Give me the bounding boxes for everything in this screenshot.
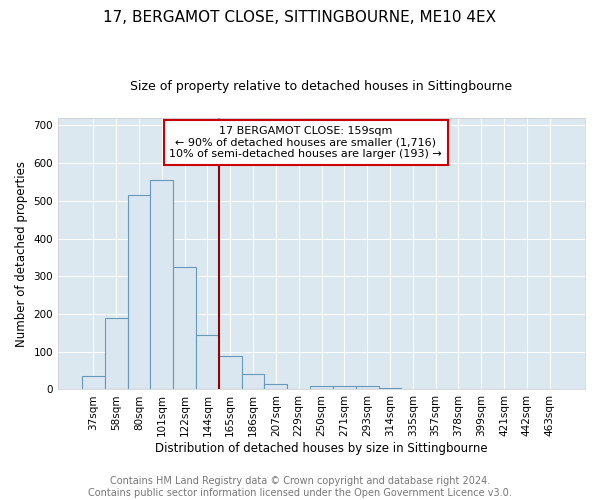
- Text: 17 BERGAMOT CLOSE: 159sqm
← 90% of detached houses are smaller (1,716)
10% of se: 17 BERGAMOT CLOSE: 159sqm ← 90% of detac…: [169, 126, 442, 159]
- Bar: [173, 267, 196, 390]
- Bar: [105, 318, 128, 390]
- Y-axis label: Number of detached properties: Number of detached properties: [15, 160, 28, 346]
- Text: 17, BERGAMOT CLOSE, SITTINGBOURNE, ME10 4EX: 17, BERGAMOT CLOSE, SITTINGBOURNE, ME10 …: [103, 10, 497, 25]
- Bar: [242, 374, 265, 390]
- Bar: [128, 195, 151, 390]
- Bar: [379, 388, 401, 390]
- Title: Size of property relative to detached houses in Sittingbourne: Size of property relative to detached ho…: [130, 80, 512, 93]
- Text: Contains HM Land Registry data © Crown copyright and database right 2024.
Contai: Contains HM Land Registry data © Crown c…: [88, 476, 512, 498]
- Bar: [333, 386, 356, 390]
- Bar: [356, 386, 379, 390]
- Bar: [82, 376, 105, 390]
- Bar: [219, 356, 242, 390]
- Bar: [151, 180, 173, 390]
- X-axis label: Distribution of detached houses by size in Sittingbourne: Distribution of detached houses by size …: [155, 442, 488, 455]
- Bar: [196, 334, 219, 390]
- Bar: [265, 384, 287, 390]
- Bar: [310, 386, 333, 390]
